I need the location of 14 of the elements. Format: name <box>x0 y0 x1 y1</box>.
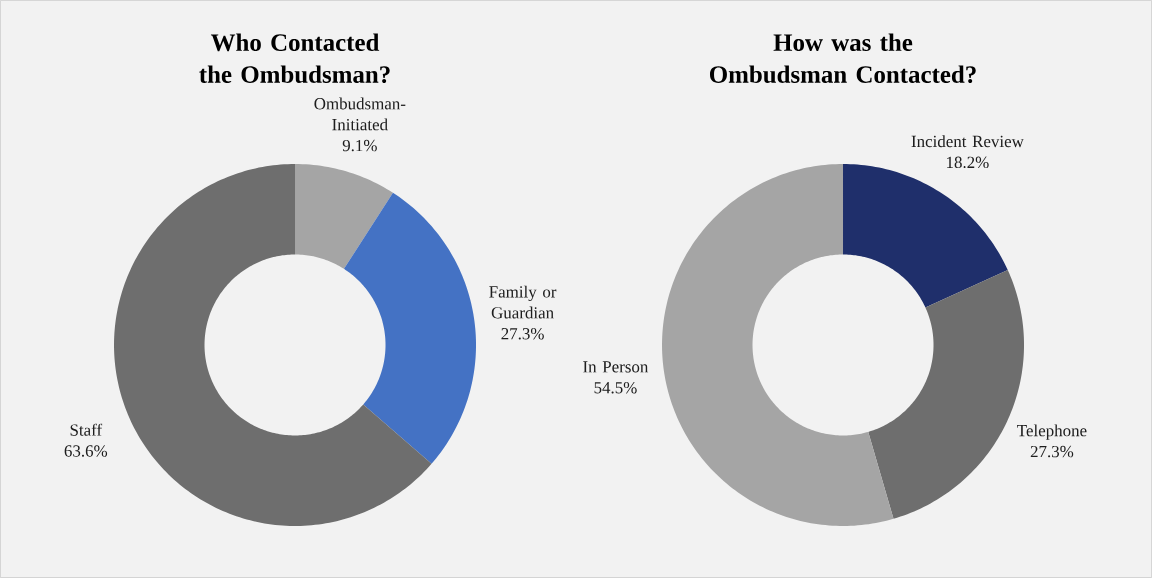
data-label: 18.2% <box>947 156 989 169</box>
slice-label: Ombudsman-Initiated <box>314 97 406 131</box>
chart-title: Who Contacted the Ombudsman? <box>199 33 390 84</box>
slice-label: Incident Review <box>911 135 1024 148</box>
slice-label: Family or Guardian <box>489 285 557 319</box>
data-label: 27.3% <box>1030 445 1074 458</box>
data-label: 27.3% <box>501 328 544 340</box>
data-label: 9.1% <box>342 139 377 152</box>
slice-label: Telephone <box>1017 424 1087 440</box>
data-label: 63.6% <box>64 445 108 457</box>
chart-title: How was the Ombudsman Contacted? <box>710 33 976 84</box>
slice-label: In Person <box>583 361 649 373</box>
data-label: 54.5% <box>594 381 637 394</box>
slice-label: Staff <box>70 423 103 436</box>
